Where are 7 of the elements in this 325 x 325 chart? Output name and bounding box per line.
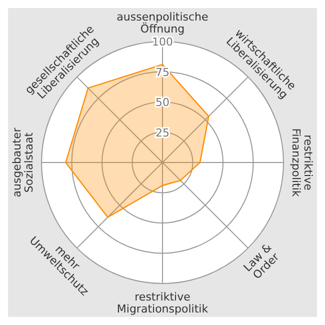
spoke-label: aussenpolitische Öffnung xyxy=(116,10,209,36)
y-tick-label: 75 xyxy=(156,66,170,79)
spoke-label: ausgebauter Sozialstaat xyxy=(10,127,36,198)
y-tick-label: 50 xyxy=(156,96,170,109)
spoke-label: restriktive Migrationspolitik xyxy=(116,290,209,316)
spoke-label: restriktive Finanzpolitik xyxy=(290,128,314,198)
y-tick-label: 25 xyxy=(156,126,170,140)
